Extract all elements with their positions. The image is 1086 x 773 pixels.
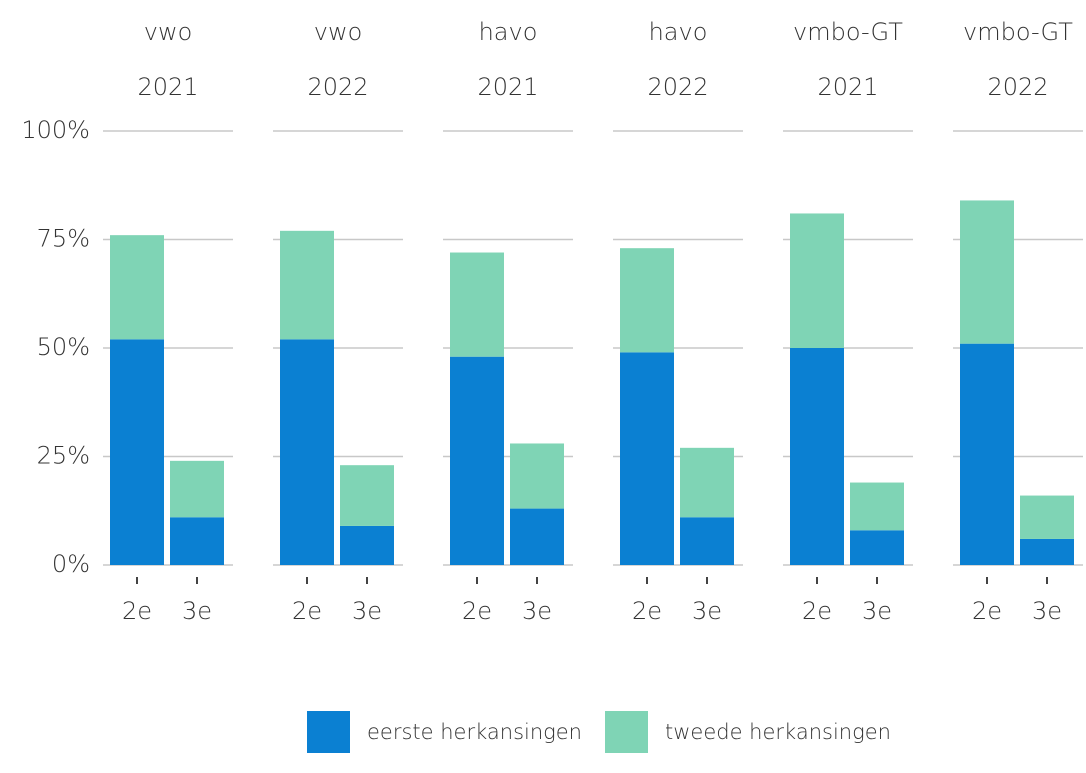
bar-segment xyxy=(680,517,734,565)
y-tick-label: 25% xyxy=(37,442,90,470)
bar-segment xyxy=(170,460,224,518)
facet-subtitle: 2022 xyxy=(307,73,368,101)
bar-segment xyxy=(790,213,844,348)
facet-subtitle: 2021 xyxy=(137,73,198,101)
bar-segment xyxy=(960,200,1014,344)
bar-segment xyxy=(280,230,334,340)
bar-segment xyxy=(450,252,504,357)
legend-swatch xyxy=(307,711,350,753)
bar-segment xyxy=(1020,495,1074,539)
bar-segment xyxy=(620,352,674,565)
y-tick-label: 50% xyxy=(37,333,90,361)
facet-subtitle: 2022 xyxy=(647,73,708,101)
bar-segment xyxy=(280,339,334,565)
x-tick-label: 3e xyxy=(182,597,212,625)
x-tick-label: 3e xyxy=(862,597,892,625)
x-tick-label: 3e xyxy=(1032,597,1062,625)
bar-segment xyxy=(340,465,394,526)
bar-segment xyxy=(110,339,164,565)
bar-segment xyxy=(450,356,504,565)
x-tick-label: 3e xyxy=(352,597,382,625)
bar-segment xyxy=(110,235,164,340)
x-tick-label: 2e xyxy=(972,597,1002,625)
bar-segment xyxy=(960,343,1014,565)
facet-subtitle: 2021 xyxy=(817,73,878,101)
x-tick-label: 3e xyxy=(692,597,722,625)
x-tick-label: 2e xyxy=(122,597,152,625)
x-tick-label: 2e xyxy=(462,597,492,625)
facet-subtitle: 2021 xyxy=(477,73,538,101)
bar-segment xyxy=(680,447,734,518)
facet-title: vmbo-GT xyxy=(963,18,1073,46)
y-tick-label: 0% xyxy=(52,550,90,578)
x-tick-label: 3e xyxy=(522,597,552,625)
facet-title: vwo xyxy=(314,18,363,46)
facet-title: vwo xyxy=(144,18,193,46)
bar-segment xyxy=(850,530,904,565)
bar-segment xyxy=(340,525,394,565)
bar-segment xyxy=(510,443,564,509)
bar-segment xyxy=(620,248,674,353)
legend-label: tweede herkansingen xyxy=(665,720,891,744)
facet-subtitle: 2022 xyxy=(987,73,1048,101)
legend-swatch xyxy=(605,711,648,753)
bar-segment xyxy=(1020,538,1074,565)
y-tick-label: 100% xyxy=(21,116,90,144)
x-tick-label: 2e xyxy=(632,597,662,625)
bar-segment xyxy=(850,482,904,531)
x-tick-label: 2e xyxy=(802,597,832,625)
y-tick-label: 75% xyxy=(37,225,90,253)
legend-label: eerste herkansingen xyxy=(367,720,582,744)
bar-segment xyxy=(510,508,564,565)
bar-segment xyxy=(170,517,224,565)
facet-title: havo xyxy=(649,18,708,46)
facet-title: havo xyxy=(479,18,538,46)
facet-title: vmbo-GT xyxy=(793,18,903,46)
bar-segment xyxy=(790,348,844,565)
x-tick-label: 2e xyxy=(292,597,322,625)
